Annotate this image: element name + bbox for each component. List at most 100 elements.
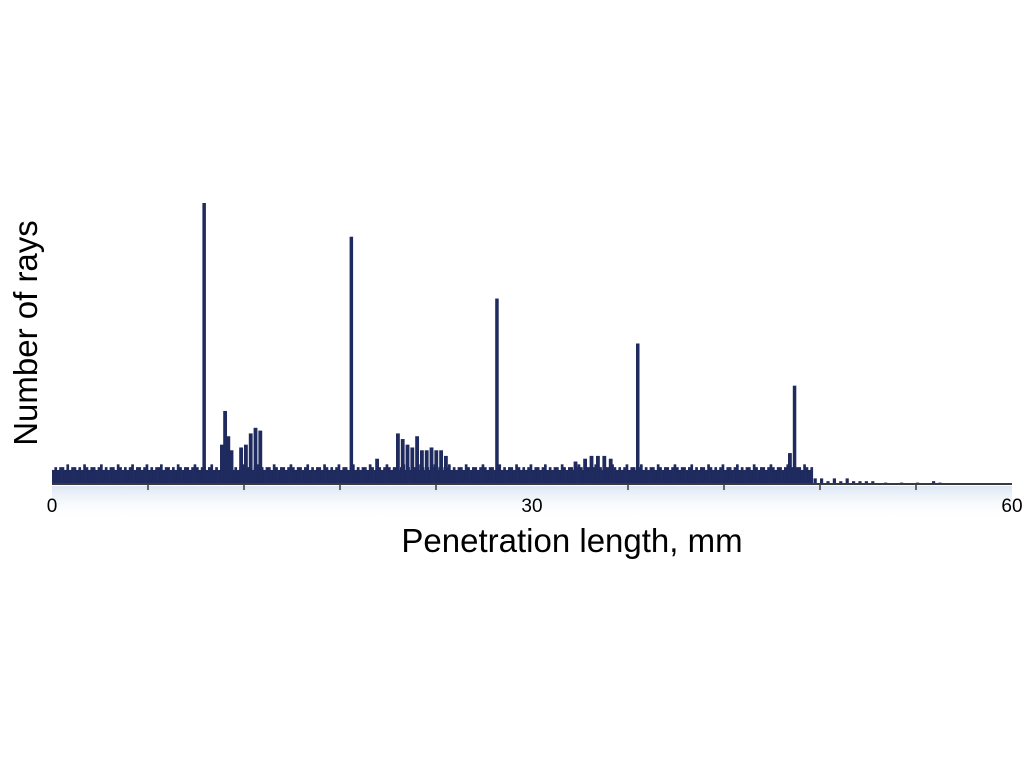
histogram-bar	[512, 469, 516, 484]
histogram-bar	[776, 467, 780, 484]
histogram-bar	[73, 467, 77, 484]
histogram-tail-bar	[820, 478, 824, 484]
histogram-bar	[760, 467, 763, 484]
histogram-bar	[56, 469, 60, 484]
histogram-bar	[318, 467, 322, 484]
histogram-bar	[616, 469, 619, 484]
histogram-bar	[167, 467, 170, 484]
histogram-bar	[364, 467, 367, 484]
histogram-bar	[728, 467, 732, 484]
histogram-bar	[124, 467, 127, 484]
histogram-bar	[673, 464, 677, 484]
histogram-bar	[80, 469, 84, 484]
histogram-bar	[479, 467, 482, 484]
minor-ticks-group	[147, 484, 917, 490]
histogram-bar	[174, 469, 178, 484]
histogram-bar	[217, 469, 221, 484]
histogram-bar	[486, 469, 490, 484]
histogram-bar	[306, 464, 310, 484]
histogram-cluster-bar	[248, 433, 253, 484]
histogram-bar	[752, 464, 756, 484]
histogram-bar	[184, 467, 187, 484]
histogram-bar	[335, 467, 338, 484]
histogram-bar	[388, 467, 391, 484]
histogram-bar	[671, 467, 674, 484]
histogram-bar	[390, 469, 394, 484]
histogram-bar	[529, 464, 533, 484]
histogram-bar	[652, 467, 655, 484]
histogram-bar	[517, 467, 521, 484]
histogram-bar	[455, 469, 458, 484]
histogram-bar	[109, 467, 113, 484]
histogram-bar	[54, 467, 58, 484]
histogram-bar	[764, 469, 768, 484]
histogram-bar	[112, 467, 115, 484]
histogram-bar	[371, 467, 374, 484]
histogram-bar	[145, 464, 149, 484]
histogram-bar	[95, 469, 98, 484]
histogram-bar	[803, 464, 806, 484]
histogram-bar	[740, 467, 744, 484]
histogram-bar	[683, 467, 686, 484]
histogram-bar	[630, 467, 634, 484]
histogram-bar	[522, 467, 526, 484]
histogram-peak-bar	[792, 385, 797, 484]
histogram-bar	[208, 467, 211, 484]
histogram-bar	[685, 469, 689, 484]
histogram-bar	[774, 469, 778, 484]
histogram-bar	[632, 467, 636, 484]
histogram-bar	[133, 469, 137, 484]
histogram-cluster-bar	[429, 447, 434, 484]
histogram-bar	[484, 467, 487, 484]
histogram-bar	[726, 467, 730, 484]
histogram-bar	[157, 467, 161, 484]
histogram-bar	[361, 467, 365, 484]
histogram-bar	[198, 469, 202, 484]
histogram-bar	[280, 467, 283, 484]
histogram-cluster-bar	[253, 427, 258, 484]
histogram-bar	[196, 467, 199, 484]
histogram-bar	[366, 469, 370, 484]
histogram-bar	[493, 469, 497, 484]
histogram-bar	[284, 469, 288, 484]
histogram-bar	[292, 467, 295, 484]
histogram-bar	[131, 464, 134, 484]
histogram-bar	[560, 464, 564, 484]
histogram-bar	[356, 467, 360, 484]
histogram-bar	[563, 467, 566, 484]
histogram-bar	[568, 467, 571, 484]
histogram-peak-bar	[636, 343, 640, 484]
histogram-bar	[515, 464, 518, 484]
histogram-bar	[296, 467, 300, 484]
histogram-bar	[270, 469, 274, 484]
histogram-bar	[128, 467, 132, 484]
histogram-cluster-bar	[258, 430, 263, 484]
histogram-bar	[373, 469, 377, 484]
histogram-peak-bar	[349, 236, 354, 484]
histogram-bar	[472, 467, 475, 484]
histogram-bar	[767, 467, 770, 484]
histogram-cluster-bar	[420, 450, 424, 484]
histogram-bar	[613, 467, 617, 484]
histogram-bar	[700, 467, 703, 484]
histogram-bar	[692, 469, 696, 484]
histogram-bar	[188, 469, 192, 484]
histogram-bar	[116, 464, 120, 484]
histogram-bar	[505, 469, 509, 484]
histogram-bar	[294, 469, 298, 484]
histogram-bar	[344, 467, 348, 484]
histogram-bar	[368, 464, 372, 484]
histogram-bar	[342, 467, 346, 484]
x-axis-label: Penetration length, mm	[401, 522, 742, 559]
histogram-bar	[553, 467, 557, 484]
histogram-cluster-bar	[400, 439, 405, 484]
histogram-bar	[143, 467, 146, 484]
histogram-bar	[164, 467, 168, 484]
histogram-bar	[762, 467, 766, 484]
histogram-bar	[76, 469, 79, 484]
tick-band	[52, 486, 1012, 520]
histogram-bar	[791, 467, 794, 484]
histogram-bar	[152, 469, 156, 484]
histogram-bar	[148, 469, 151, 484]
histogram-cluster-bar	[608, 458, 613, 484]
